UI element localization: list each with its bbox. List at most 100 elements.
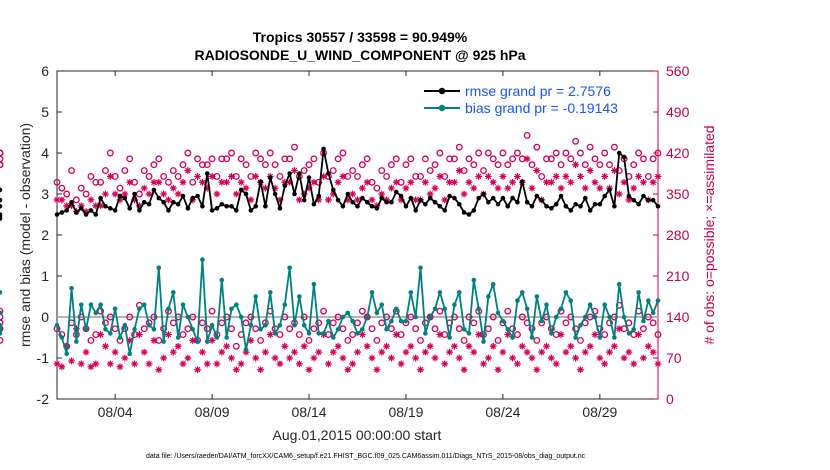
obs-possible-point [0,161,4,169]
obs-possible-point [577,149,584,157]
obs-assimilated-point [446,178,453,186]
obs-possible-point [543,155,550,163]
rmse-point [321,146,326,152]
obs-assimilated-low-point [145,360,153,368]
obs-assimilated-point [252,173,260,180]
obs-assimilated-low-point [504,331,512,338]
obs-possible-point [654,149,662,157]
obs-possible-point [102,167,109,175]
bias-point [88,302,94,308]
obs-assimilated-point [276,196,284,204]
obs-assimilated-point [577,173,584,180]
obs-possible-point [97,178,105,186]
obs-assimilated-point [557,184,565,192]
rmse-point [393,189,399,195]
bias-point [597,335,603,340]
rmse-point [248,208,254,213]
obs-possible-low-point [562,319,570,327]
bias-point [83,327,89,332]
obs-possible-point [538,172,546,180]
obs-assimilated-low-point [494,366,502,374]
rmse-point [650,197,656,203]
obs-possible-point [305,161,313,169]
obs-possible-point [155,155,163,163]
obs-assimilated-low-point [354,348,361,356]
rmse-point [345,191,351,197]
rmse-point [369,204,375,209]
obs-assimilated-low-point [363,342,371,350]
rmse-point [607,187,612,193]
bias-point [253,294,259,299]
rmse-point [74,210,79,215]
bias-point [573,335,578,340]
obs-possible-point [300,167,308,175]
bias-point [137,306,142,312]
rmse-point [529,204,535,209]
obs-assimilated-low-point [640,354,647,362]
bias-point [495,310,501,316]
bias-point [103,327,108,332]
x-tick-label: 08/14 [292,404,327,420]
obs-assimilated-low-point [499,348,507,356]
obs-possible-point [509,155,517,163]
obs-assimilated-point [237,178,245,186]
rmse-point [316,193,322,199]
obs-assimilated-low-point [606,348,613,356]
bias-point [238,314,244,320]
obs-assimilated-low-point [610,342,618,350]
obs-assimilated-point [194,173,201,180]
rmse-point [374,206,380,211]
obs-assimilated-point [300,190,308,198]
rmse-point [340,204,346,209]
obs-possible-point [150,161,158,169]
rmse-point [0,197,3,203]
bias-point [568,298,574,303]
obs-assimilated-point [640,178,647,186]
rmse-point [539,197,544,203]
obs-assimilated-low-point [349,360,357,368]
rmse-point [108,206,113,211]
obs-assimilated-low-point [305,366,313,374]
obs-assimilated-low-point [203,360,211,368]
rmse-point [384,199,389,205]
obs-assimilated-low-point [228,354,235,362]
legend-rmse-marker [438,87,446,95]
obs-possible-point [417,172,424,180]
obs-assimilated-low-point [232,366,240,374]
obs-assimilated-low-point [460,366,468,374]
bias-point [229,306,234,312]
rmse-point [515,199,520,205]
obs-assimilated-low-point [262,348,269,356]
obs-possible-point [252,149,260,157]
obs-assimilated-low-point [135,331,143,338]
obs-assimilated-point [504,184,512,192]
rmse-point [112,208,118,213]
rmse-point [452,195,457,201]
obs-assimilated-point [383,196,390,204]
obs-assimilated-low-point [421,348,429,356]
obs-assimilated-point [465,178,473,186]
legend: rmse grand pr = 2.7576 bias grand pr = -… [424,83,618,116]
obs-possible-point [635,149,643,157]
obs-possible-low-point [470,319,478,327]
obs-assimilated-point [591,178,599,186]
left-tick-label: 1 [41,268,49,284]
rmse-point [330,187,336,193]
rmse-point [587,208,593,213]
obs-possible-low-point [654,331,662,339]
obs-assimilated-point [421,178,429,186]
bias-point [54,322,60,328]
obs-possible-point [208,155,216,163]
bias-point [360,327,365,332]
bias-point [292,322,297,328]
obs-assimilated-point [654,173,662,180]
right-tick-label: 0 [666,391,674,407]
obs-assimilated-low-point [586,342,594,350]
obs-possible-point [203,161,211,169]
obs-assimilated-point [271,184,279,192]
bias-point [98,302,103,308]
obs-assimilated-point [499,173,507,180]
rmse-point [597,201,603,207]
rmse-point [578,204,583,209]
